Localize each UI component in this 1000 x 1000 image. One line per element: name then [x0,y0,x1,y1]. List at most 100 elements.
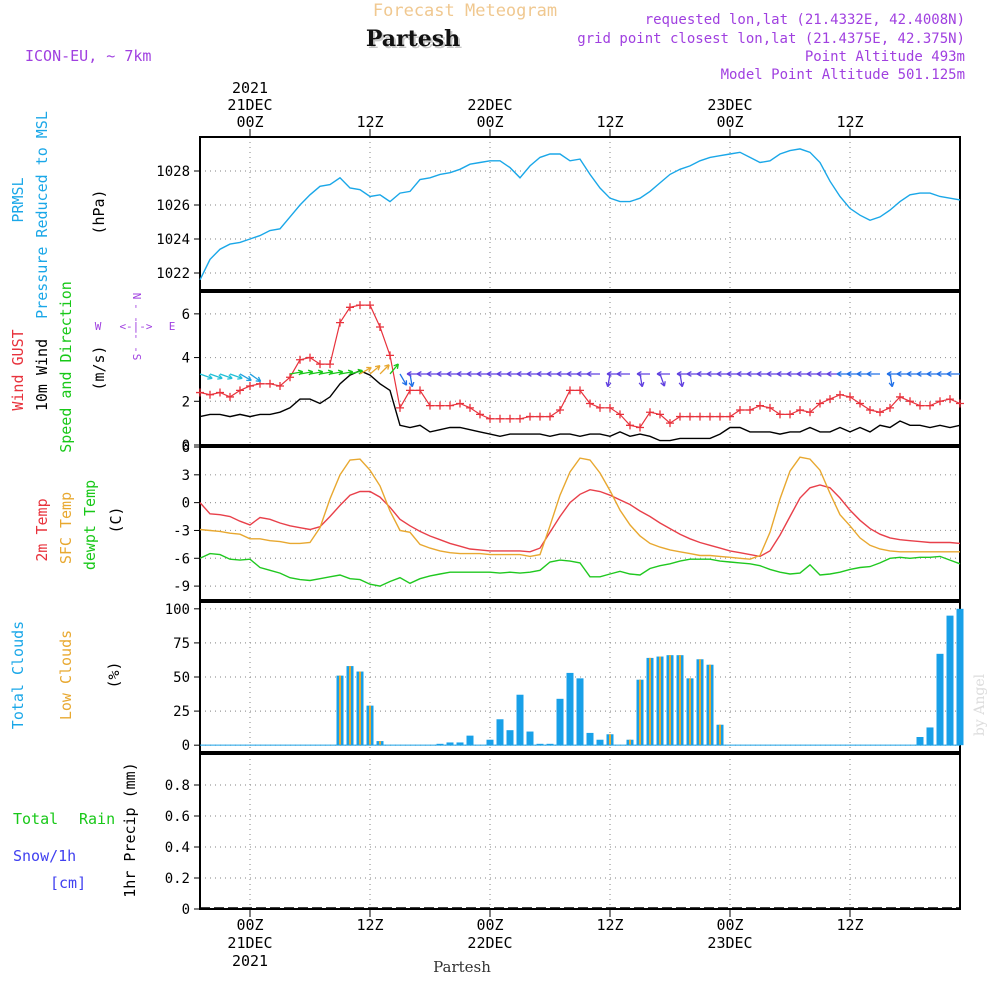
compass-rose: N - - W <-|-> E - - S [95,293,176,361]
bar-total-clouds [546,743,554,746]
label-2m-temp: 2m Temp [33,498,51,561]
gust-marker [656,410,664,419]
gust-marker [226,392,234,401]
bar-total-clouds [956,608,964,746]
gust-marker [346,303,354,312]
label-sfc-temp: SFC Temp [57,492,75,564]
gust-marker [446,401,454,410]
label-total: Total [13,810,58,828]
ytick-label: 0 [182,738,190,754]
ytick-label: 2 [182,394,190,410]
bottom-date-label: 22DEC [467,934,512,952]
bottom-date-label: 23DEC [707,934,752,952]
bar-total-clouds [566,672,574,746]
wind-direction-arrow [369,364,381,375]
bottom-tick-label: 12Z [596,916,623,934]
gust-marker [676,412,684,421]
ytick-label: 3 [182,468,190,484]
grid-point-coords: grid point closest lon,lat (21.4375E, 42… [577,31,965,47]
gust-marker [336,318,344,327]
ytick-label: 6 [182,307,190,323]
gust-marker [796,406,804,415]
label-hpa: (hPa) [90,189,108,234]
gust-marker [386,351,394,360]
gust-marker [916,401,924,410]
gust-marker [516,414,524,423]
bar-low-clouds [369,705,371,746]
label-10m-wind: 10m Wind [33,339,51,411]
gust-marker [646,408,654,417]
label-ms: (m/s) [90,345,108,390]
panel-wind: 0 2 4 6 [182,291,964,454]
bar-low-clouds [639,679,641,746]
chart-panels: 10221024102610280246-9-6-303602550751000… [156,136,964,918]
top-tick-label: 12Z [836,113,863,131]
top-tick-label: 00Z [476,113,503,131]
bar-total-clouds [526,731,534,746]
wind-direction-arrow [219,373,233,380]
wind-direction-arrow [379,364,390,375]
label-snow: Snow/1h [13,847,76,865]
top-time-axis: 00Z 12Z 00Z 12Z 00Z 12Z 21DEC 22DEC 23DEC 2021 [227,79,864,137]
gust-marker [906,397,914,406]
ytick-label: 0 [182,438,190,454]
bar-total-clouds [446,742,454,746]
ytick-label: 0.8 [165,778,190,794]
wind-direction-arrow [656,370,670,377]
bar-low-clouds [629,739,631,746]
top-year-label: 2021 [232,79,268,97]
bar-total-clouds [926,727,934,746]
label-dewpt-temp: dewpt Temp [81,480,99,570]
bar-low-clouds [339,675,341,746]
model-name: ICON-EU, ~ 7km [25,47,151,65]
bar-total-clouds [506,730,514,746]
bar-total-clouds [586,732,594,746]
gust-marker [746,406,754,415]
gust-marker [876,408,884,417]
bar-total-clouds [936,653,944,746]
bar-low-clouds [709,664,711,746]
compass-e: E [169,320,176,333]
bar-total-clouds [496,719,504,746]
gust-marker [246,381,254,390]
gust-marker [636,423,644,432]
gust-marker [626,421,634,430]
bar-low-clouds [689,678,691,746]
compass-dash-n: - - [130,303,143,323]
bar-total-clouds [456,742,464,746]
wind-direction-arrow [636,370,650,377]
series-prmsl [199,148,961,281]
gust-marker [576,386,584,395]
gust-marker [726,412,734,421]
gust-marker [766,403,774,412]
gust-marker [806,408,814,417]
bar-low-clouds [349,666,351,746]
location-title: Partesh [366,26,460,52]
gust-marker [546,412,554,421]
gust-marker [946,395,954,404]
wind-direction-arrow [209,373,223,380]
gust-marker [866,406,874,415]
ytick-label: 0 [182,496,190,512]
label-cm: [cm] [50,874,86,892]
compass-dash-s: - - [130,333,143,353]
wind-direction-arrow [389,363,399,375]
panel-frame [199,446,961,601]
gust-marker [466,403,474,412]
label-pressure-msl: Pressure Reduced to MSL [33,111,51,319]
bar-total-clouds [466,735,474,746]
gust-marker [286,373,294,382]
ytick-label: 25 [173,704,190,720]
panel-clouds: 0 25 50 75 100 [165,601,964,754]
bar-total-clouds [916,737,924,746]
bar-low-clouds [679,655,681,746]
wind-direction-arrow [249,373,262,383]
bar-total-clouds [486,739,494,746]
series-sfc-temp [199,456,960,560]
gust-marker [776,410,784,419]
gust-marker [306,353,314,362]
ytick-label: 1024 [156,232,190,248]
gust-marker [706,412,714,421]
wind-direction-arrow [586,370,600,377]
panel-labels: PRMSL Pressure Reduced to MSL (hPa) Wind… [9,111,175,898]
